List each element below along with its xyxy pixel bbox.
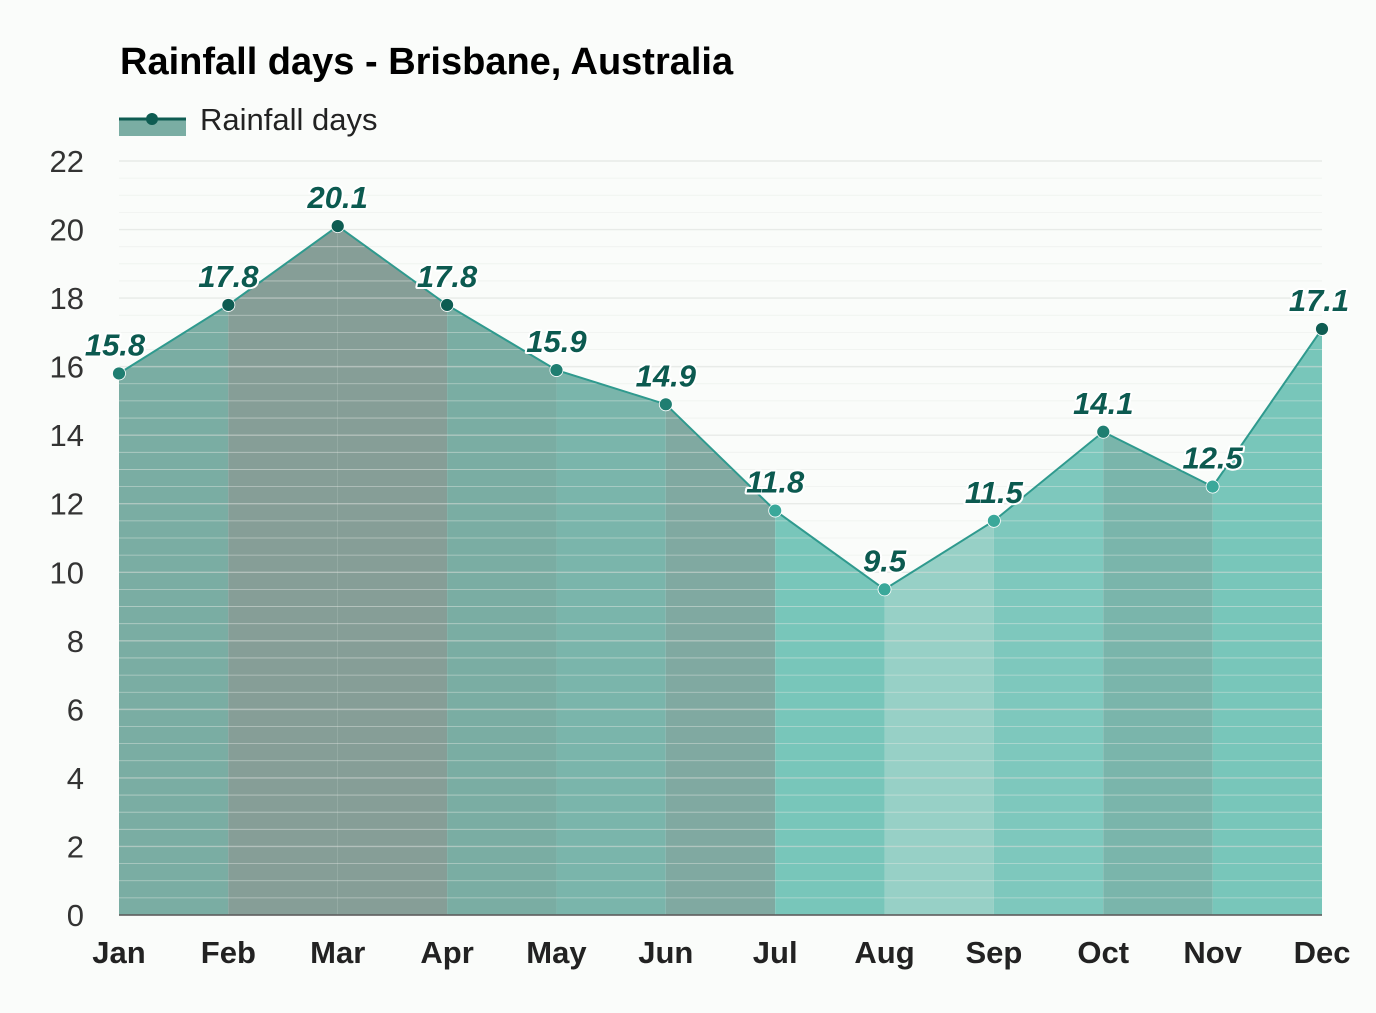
point-jan bbox=[112, 366, 126, 381]
y-tick-label: 0 bbox=[67, 898, 84, 933]
x-tick-label-aug: Aug bbox=[854, 935, 914, 970]
band-feb bbox=[228, 226, 338, 916]
x-tick-label-nov: Nov bbox=[1183, 935, 1242, 970]
area-layer bbox=[118, 224, 1323, 916]
data-label-oct: 14.1 bbox=[1073, 386, 1133, 421]
y-tick-label: 12 bbox=[50, 487, 84, 522]
x-tick-label-sep: Sep bbox=[965, 935, 1022, 970]
band-nov bbox=[1212, 328, 1322, 915]
legend-marker bbox=[146, 113, 158, 125]
point-mar bbox=[330, 219, 345, 234]
y-tick-label: 2 bbox=[67, 829, 84, 864]
x-tick-label-mar: Mar bbox=[310, 935, 365, 970]
x-tick-label-jun: Jun bbox=[638, 935, 693, 970]
data-label-sep: 11.5 bbox=[965, 475, 1024, 510]
point-may bbox=[549, 363, 564, 377]
band-apr bbox=[447, 304, 557, 916]
data-label-jan: 15.8 bbox=[85, 327, 146, 362]
data-label-jun: 14.9 bbox=[636, 358, 697, 393]
point-nov bbox=[1205, 479, 1220, 494]
y-tick-label: 14 bbox=[50, 418, 84, 453]
data-label-nov: 12.5 bbox=[1182, 441, 1243, 476]
band-jul bbox=[775, 510, 885, 915]
data-label-feb: 17.8 bbox=[198, 259, 259, 294]
legend-label: Rainfall days bbox=[200, 102, 377, 137]
point-sep bbox=[987, 513, 1001, 528]
y-tick-label: 6 bbox=[67, 692, 84, 727]
x-tick-label-dec: Dec bbox=[1294, 935, 1351, 970]
band-oct bbox=[1103, 431, 1213, 915]
x-tick-label-feb: Feb bbox=[201, 935, 256, 970]
data-label-may: 15.9 bbox=[526, 324, 587, 359]
band-mar bbox=[337, 226, 448, 916]
legend-swatch bbox=[119, 118, 186, 136]
point-aug bbox=[877, 582, 892, 597]
y-tick-label: 20 bbox=[50, 213, 84, 248]
y-tick-label: 22 bbox=[50, 144, 84, 179]
x-tick-label-may: May bbox=[526, 935, 587, 970]
point-oct bbox=[1096, 424, 1111, 439]
legend[interactable]: Rainfall days bbox=[119, 102, 377, 137]
point-jul bbox=[768, 503, 783, 518]
month-bands bbox=[119, 226, 1322, 916]
x-axis: Jan Feb Mar Apr May Jun Jul Aug Sep Oct Nov Dec bbox=[92, 935, 1350, 970]
data-label-mar: 20.1 bbox=[307, 180, 368, 215]
band-aug bbox=[884, 520, 994, 915]
data-label-dec: 17.1 bbox=[1289, 283, 1349, 318]
band-jun bbox=[665, 404, 776, 915]
x-tick-label-jul: Jul bbox=[753, 935, 798, 970]
x-tick-label-oct: Oct bbox=[1077, 935, 1129, 970]
series-line bbox=[118, 224, 1323, 591]
point-feb bbox=[221, 298, 236, 312]
y-tick-label: 16 bbox=[50, 350, 84, 385]
y-tick-label: 8 bbox=[67, 624, 84, 659]
y-axis: 0 2 4 6 8 10 12 14 16 18 20 22 bbox=[50, 144, 84, 933]
point-dec bbox=[1315, 322, 1329, 336]
point-apr bbox=[440, 298, 454, 312]
data-label-apr: 17.8 bbox=[417, 259, 478, 294]
y-tick-label: 10 bbox=[50, 555, 84, 590]
point-jun bbox=[658, 397, 673, 412]
data-label-aug: 9.5 bbox=[863, 543, 907, 578]
y-tick-label: 4 bbox=[67, 761, 84, 796]
band-sep bbox=[993, 431, 1104, 915]
data-label-jul: 11.8 bbox=[746, 465, 805, 500]
x-tick-label-apr: Apr bbox=[420, 935, 473, 970]
chart-title: Rainfall days - Brisbane, Australia bbox=[120, 41, 734, 83]
y-tick-label: 18 bbox=[50, 281, 84, 316]
band-may bbox=[556, 370, 666, 916]
band-jan bbox=[119, 304, 229, 916]
x-tick-label-jan: Jan bbox=[92, 935, 145, 970]
data-points bbox=[112, 219, 1329, 597]
data-labels: 15.8 17.8 20.1 17.8 15.9 14.9 11.8 9.5 11.5 14.1 1… bbox=[83, 178, 1351, 580]
